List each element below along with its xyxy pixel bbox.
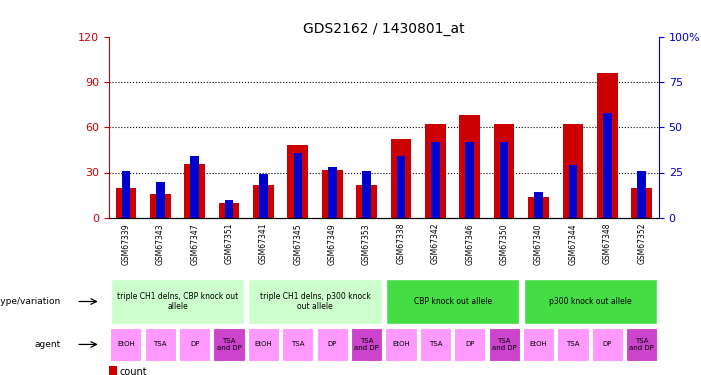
Bar bbox=[603, 113, 612, 218]
Text: CBP knock out allele: CBP knock out allele bbox=[414, 297, 491, 306]
Bar bbox=[431, 142, 440, 218]
Text: GSM67352: GSM67352 bbox=[637, 223, 646, 264]
Text: TSA: TSA bbox=[428, 341, 442, 347]
Bar bbox=[494, 124, 515, 217]
Bar bbox=[116, 188, 136, 218]
Text: p300 knock out allele: p300 knock out allele bbox=[549, 297, 632, 306]
Bar bbox=[351, 328, 382, 361]
Bar bbox=[248, 328, 279, 361]
Text: GSM67348: GSM67348 bbox=[603, 223, 612, 264]
Bar bbox=[459, 116, 480, 218]
Bar bbox=[253, 184, 274, 218]
Bar bbox=[626, 328, 658, 361]
Bar bbox=[465, 142, 474, 218]
Bar bbox=[248, 279, 381, 324]
Bar bbox=[121, 171, 130, 217]
Text: GSM67353: GSM67353 bbox=[362, 223, 371, 264]
Bar bbox=[362, 171, 371, 217]
Bar bbox=[390, 140, 411, 218]
Bar bbox=[191, 156, 199, 218]
Bar bbox=[150, 194, 170, 217]
Bar bbox=[322, 170, 343, 217]
Text: GSM67343: GSM67343 bbox=[156, 223, 165, 264]
Text: GSM67347: GSM67347 bbox=[190, 223, 199, 264]
Bar bbox=[283, 328, 313, 361]
Bar bbox=[534, 192, 543, 217]
Bar bbox=[592, 328, 623, 361]
Text: TSA
and DP: TSA and DP bbox=[492, 338, 517, 351]
Text: genotype/variation: genotype/variation bbox=[0, 297, 61, 306]
Bar bbox=[386, 279, 519, 324]
Bar bbox=[637, 171, 646, 217]
Bar bbox=[529, 196, 549, 217]
Text: DP: DP bbox=[190, 341, 199, 347]
Text: EtOH: EtOH bbox=[392, 341, 410, 347]
Text: GSM67345: GSM67345 bbox=[293, 223, 302, 264]
Bar bbox=[597, 74, 618, 217]
Text: GSM67344: GSM67344 bbox=[569, 223, 578, 264]
Bar bbox=[109, 366, 116, 375]
Bar bbox=[184, 164, 205, 218]
Text: triple CH1 delns, p300 knock
out allele: triple CH1 delns, p300 knock out allele bbox=[259, 292, 370, 311]
Text: TSA: TSA bbox=[566, 341, 580, 347]
Bar bbox=[144, 328, 176, 361]
Text: DP: DP bbox=[603, 341, 612, 347]
Bar bbox=[287, 146, 308, 218]
Text: GSM67350: GSM67350 bbox=[500, 223, 509, 264]
Bar bbox=[317, 328, 348, 361]
Text: TSA
and DP: TSA and DP bbox=[217, 338, 241, 351]
Bar bbox=[386, 328, 416, 361]
Text: GSM67340: GSM67340 bbox=[534, 223, 543, 264]
Text: GSM67351: GSM67351 bbox=[224, 223, 233, 264]
Bar bbox=[524, 279, 657, 324]
Text: TSA
and DP: TSA and DP bbox=[354, 338, 379, 351]
Text: TSA: TSA bbox=[291, 341, 304, 347]
Text: GSM67342: GSM67342 bbox=[431, 223, 440, 264]
Bar bbox=[219, 202, 239, 217]
Bar bbox=[225, 200, 233, 217]
Bar bbox=[328, 167, 336, 217]
Bar bbox=[569, 165, 577, 218]
Title: GDS2162 / 1430801_at: GDS2162 / 1430801_at bbox=[303, 22, 465, 36]
Bar bbox=[563, 124, 583, 217]
Bar bbox=[523, 328, 554, 361]
Bar bbox=[454, 328, 485, 361]
Bar bbox=[397, 156, 405, 218]
Bar bbox=[156, 182, 165, 218]
Text: DP: DP bbox=[465, 341, 475, 347]
Bar bbox=[557, 328, 589, 361]
Bar bbox=[111, 279, 244, 324]
Text: GSM67338: GSM67338 bbox=[397, 223, 405, 264]
Bar bbox=[214, 328, 245, 361]
Bar bbox=[425, 124, 446, 217]
Bar bbox=[356, 184, 377, 218]
Text: TSA: TSA bbox=[154, 341, 167, 347]
Text: triple CH1 delns, CBP knock out
allele: triple CH1 delns, CBP knock out allele bbox=[117, 292, 238, 311]
Text: GSM67341: GSM67341 bbox=[259, 223, 268, 264]
Text: DP: DP bbox=[327, 341, 337, 347]
Text: agent: agent bbox=[35, 340, 61, 349]
Bar bbox=[420, 328, 451, 361]
Bar bbox=[489, 328, 519, 361]
Bar bbox=[294, 153, 302, 218]
Text: TSA
and DP: TSA and DP bbox=[629, 338, 654, 351]
Text: EtOH: EtOH bbox=[530, 341, 547, 347]
Text: EtOH: EtOH bbox=[117, 341, 135, 347]
Bar bbox=[110, 328, 142, 361]
Bar bbox=[179, 328, 210, 361]
Bar bbox=[500, 142, 508, 218]
Text: GSM67339: GSM67339 bbox=[121, 223, 130, 264]
Text: GSM67349: GSM67349 bbox=[327, 223, 336, 264]
Text: count: count bbox=[120, 368, 147, 375]
Bar bbox=[632, 188, 652, 218]
Bar bbox=[259, 174, 268, 217]
Text: EtOH: EtOH bbox=[254, 341, 272, 347]
Text: GSM67346: GSM67346 bbox=[465, 223, 475, 264]
